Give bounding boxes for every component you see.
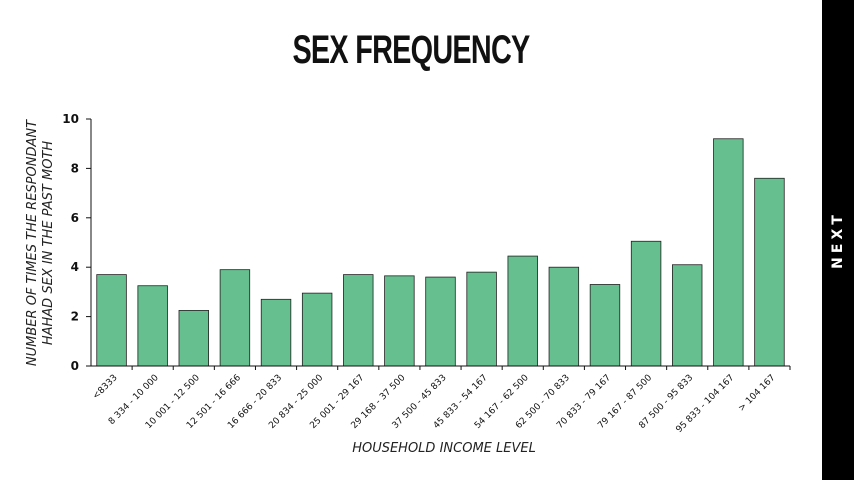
bar bbox=[301, 292, 333, 367]
bar-chart: NUMBER OF TIMES THE RESPONDANT HAHAD SEX… bbox=[25, 112, 791, 456]
y-tick-label: 2 bbox=[71, 310, 79, 324]
bar bbox=[672, 264, 703, 367]
bar bbox=[713, 138, 744, 367]
bar bbox=[219, 269, 251, 367]
next-label: NEXT bbox=[830, 211, 846, 269]
bar bbox=[589, 284, 621, 367]
y-tick-label: 4 bbox=[71, 260, 79, 274]
y-tick-label: 0 bbox=[71, 359, 79, 373]
x-axis-label: HOUSEHOLD INCOME LEVEL bbox=[352, 441, 536, 456]
bar bbox=[630, 240, 662, 367]
bar bbox=[260, 298, 292, 367]
y-axis-label-line-2: HAHAD SEX IN THE PAST MOTH bbox=[41, 141, 56, 346]
chart-title: SEX FREQUENCY bbox=[292, 28, 530, 72]
bar bbox=[384, 275, 415, 367]
y-axis-label: NUMBER OF TIMES THE RESPONDANT HAHAD SEX… bbox=[25, 119, 56, 366]
bar bbox=[343, 274, 374, 367]
bar bbox=[507, 255, 538, 367]
bar bbox=[425, 276, 456, 367]
bar bbox=[548, 266, 580, 367]
x-tick-label: > 104 167 bbox=[737, 373, 778, 414]
bar bbox=[96, 274, 127, 367]
bar bbox=[137, 285, 168, 367]
y-tick-label: 10 bbox=[62, 112, 79, 126]
next-button[interactable]: NEXT bbox=[822, 0, 854, 480]
x-tick-label: <8333 bbox=[91, 373, 120, 402]
bar bbox=[754, 177, 785, 367]
y-tick-label: 8 bbox=[71, 161, 79, 175]
bar bbox=[178, 310, 209, 367]
y-axis-label-line-1: NUMBER OF TIMES THE RESPONDANT bbox=[25, 119, 40, 366]
bar bbox=[466, 271, 497, 367]
y-tick-label: 6 bbox=[71, 211, 79, 225]
